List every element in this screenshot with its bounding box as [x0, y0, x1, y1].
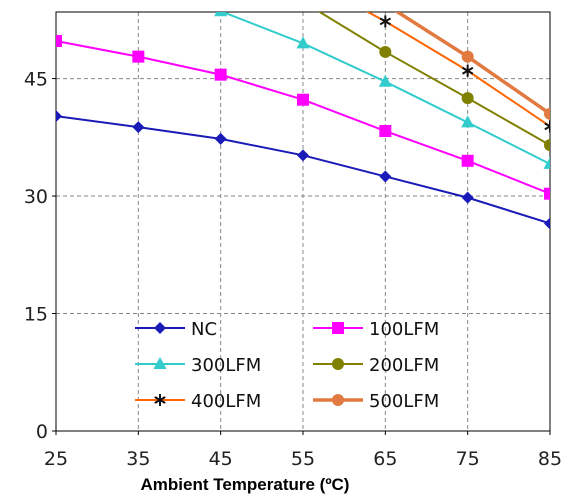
series-400lfm: [365, 12, 550, 133]
series-100lfm: [56, 34, 550, 200]
star-stroke: [544, 122, 550, 128]
data-point: [378, 74, 392, 87]
data-point: [544, 187, 550, 200]
data-point: [461, 115, 475, 128]
legend: NC 100LFM 300LFM 200LFM 400LFM 500LFM: [135, 319, 439, 412]
data-point: [379, 0, 391, 10]
legend-item-200lfm: 200LFM: [313, 355, 439, 376]
series-200lfm: [297, 0, 550, 152]
data-point: [56, 34, 62, 47]
data-point: [461, 154, 474, 167]
star-stroke: [154, 396, 166, 404]
legend-item-nc: NC: [135, 319, 217, 340]
x-tick-label: 25: [44, 448, 68, 470]
y-tick-label: 15: [24, 304, 48, 326]
y-axis-ticks: 0 15 30 45: [24, 69, 56, 443]
series-300lfm: [214, 12, 550, 169]
data-point: [461, 50, 474, 63]
data-point: [297, 93, 309, 106]
legend-item-300lfm: 300LFM: [135, 355, 261, 376]
legend-marker: [154, 322, 166, 334]
legend-label: 200LFM: [369, 355, 439, 376]
data-point: [461, 64, 474, 77]
x-tick-label: 65: [373, 448, 397, 470]
legend-label: 500LFM: [369, 391, 439, 412]
data-point: [544, 217, 550, 230]
x-axis-ticks: 25 35 45 55 65 75 85: [44, 431, 562, 470]
legend-marker: [153, 357, 167, 369]
data-point: [56, 110, 62, 123]
legend-marker: [332, 394, 344, 406]
data-point: [543, 156, 550, 169]
legend-marker: [332, 358, 344, 370]
data-point: [379, 45, 392, 58]
data-point: [461, 92, 474, 105]
series-nc: [56, 110, 550, 230]
legend-label: 100LFM: [369, 319, 439, 340]
star-stroke: [461, 66, 474, 75]
legend-item-400lfm: 400LFM: [135, 391, 261, 412]
data-point: [379, 170, 392, 183]
series-layer: [56, 0, 550, 230]
data-point: [214, 132, 227, 145]
series-500lfm: [379, 0, 550, 120]
data-point: [544, 139, 550, 152]
data-point: [297, 0, 309, 8]
legend-label: 300LFM: [191, 355, 261, 376]
star-stroke: [544, 125, 550, 131]
star-stroke: [379, 17, 392, 26]
x-tick-label: 45: [209, 448, 233, 470]
x-tick-label: 85: [538, 448, 562, 470]
x-tick-label: 55: [291, 448, 315, 470]
data-point: [214, 12, 228, 17]
legend-item-100lfm: 100LFM: [313, 319, 439, 340]
data-point: [379, 125, 392, 138]
data-point: [461, 191, 474, 204]
x-tick-label: 75: [456, 448, 480, 470]
y-tick-label: 30: [24, 186, 48, 208]
data-point: [544, 107, 550, 120]
plot-area-border: [55, 11, 551, 432]
grid-lines: [56, 12, 550, 431]
x-tick-label: 35: [126, 448, 150, 470]
legend-item-500lfm: 500LFM: [313, 391, 439, 412]
data-point: [296, 36, 310, 49]
data-point: [132, 121, 145, 134]
y-tick-label: 0: [36, 421, 48, 443]
legend-marker: [332, 322, 344, 334]
legend-label: NC: [191, 319, 217, 340]
legend-label: 400LFM: [191, 391, 261, 412]
data-point: [297, 149, 309, 162]
legend-marker: [154, 394, 166, 406]
x-axis-label: Ambient Temperature (ºC): [141, 475, 350, 494]
data-point: [132, 50, 145, 63]
data-point: [544, 120, 550, 133]
data-point: [379, 15, 392, 28]
y-tick-label: 45: [24, 69, 48, 91]
data-point: [214, 68, 227, 81]
